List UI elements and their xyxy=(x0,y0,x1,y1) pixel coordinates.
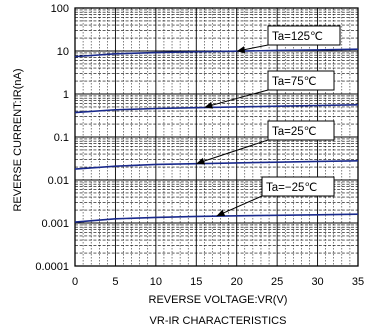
x-tick-label: 20 xyxy=(231,276,243,288)
annotation-box xyxy=(267,120,335,141)
annotation-label: Ta=75℃ xyxy=(272,76,317,88)
annotation-box xyxy=(267,70,335,91)
x-tick-label: 0 xyxy=(72,276,78,288)
x-tick-label: 30 xyxy=(311,276,323,288)
annotation-leader xyxy=(216,195,263,217)
series-line-4 xyxy=(74,213,359,223)
annotation-box xyxy=(261,176,335,197)
y-tick-label: 0.001 xyxy=(41,218,69,230)
y-tick-label: 100 xyxy=(51,3,69,15)
y-tick-label: 0.1 xyxy=(54,132,69,144)
y-tick-label: 10 xyxy=(57,46,69,58)
y-axis-label: REVERSE CURRENT:IR(nA) xyxy=(12,68,24,211)
annotation-arrowhead xyxy=(204,101,214,109)
x-tick-label: 25 xyxy=(271,276,283,288)
annotation-leader xyxy=(196,139,269,165)
annotation-label: Ta=−25℃ xyxy=(266,182,317,194)
y-tick-label: 0.0001 xyxy=(35,261,69,273)
series-line-3 xyxy=(74,159,359,170)
annotation-label: Ta=25℃ xyxy=(272,126,317,138)
plot-frame xyxy=(74,7,359,267)
annotation-arrowhead xyxy=(196,157,205,165)
series-line-1 xyxy=(74,48,359,58)
annotation-leader xyxy=(204,89,269,108)
x-tick-label: 35 xyxy=(352,276,364,288)
y-tick-label: 0.01 xyxy=(48,175,69,187)
y-tick-label: 1 xyxy=(63,89,69,101)
annotation-arrowhead xyxy=(216,209,226,217)
x-tick-label: 10 xyxy=(150,276,162,288)
x-tick-label: 5 xyxy=(112,276,118,288)
series-line-2 xyxy=(74,104,359,114)
x-axis-label: REVERSE VOLTAGE:VR(V) xyxy=(149,294,288,306)
chart-title: VR-IR CHARACTERISTICS xyxy=(150,315,287,327)
annotation-arrowhead xyxy=(236,46,246,54)
annotation-label: Ta=125℃ xyxy=(272,31,323,43)
x-tick-label: 15 xyxy=(190,276,202,288)
annotation-box xyxy=(267,25,341,46)
